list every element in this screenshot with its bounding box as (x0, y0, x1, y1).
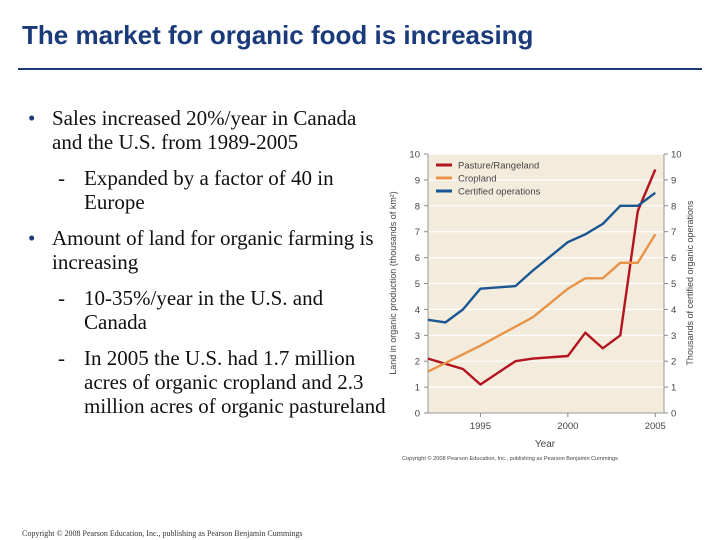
bullet-text: Sales increased 20%/year in Canada and t… (52, 106, 357, 154)
y-tick-label: 0 (415, 409, 420, 420)
bullet-item: • Amount of land for organic farming is … (28, 226, 388, 274)
sub-bullet-item: - Expanded by a factor of 40 in Europe (28, 166, 388, 214)
y2-tick-label: 6 (671, 253, 676, 264)
bullet-item: • Sales increased 20%/year in Canada and… (28, 106, 388, 154)
slide-title: The market for organic food is increasin… (22, 20, 534, 50)
bullet-dot: • (28, 106, 36, 130)
y-tick-label: 7 (415, 227, 420, 238)
y-axis-title: Land in organic production (thousands of… (388, 191, 398, 375)
y2-tick-label: 9 (671, 175, 676, 186)
y2-tick-label: 4 (671, 305, 676, 316)
sub-bullet-text: Expanded by a factor of 40 in Europe (84, 166, 334, 214)
sub-bullet-dash: - (58, 346, 65, 370)
y2-tick-label: 7 (671, 227, 676, 238)
y-tick-label: 10 (409, 150, 420, 161)
title-divider (18, 68, 702, 70)
y-tick-label: 1 (415, 383, 420, 394)
x-tick-label: 2005 (645, 421, 666, 432)
y2-tick-label: 1 (671, 383, 676, 394)
y-tick-label: 3 (415, 331, 420, 342)
sub-bullet-item: - 10-35%/year in the U.S. and Canada (28, 286, 388, 334)
legend-label: Pasture/Rangeland (458, 161, 539, 172)
series-line-pasture-rangeland (427, 169, 657, 386)
y-tick-label: 9 (415, 175, 420, 186)
y-tick-label: 4 (415, 305, 420, 316)
legend-label: Cropland (458, 174, 497, 185)
bullet-text: Amount of land for organic farming is in… (52, 226, 374, 274)
y2-tick-label: 10 (671, 150, 682, 161)
bullet-list: • Sales increased 20%/year in Canada and… (28, 106, 388, 430)
legend-label: Certified operations (458, 187, 541, 198)
x-tick-label: 1995 (470, 421, 491, 432)
y-tick-label: 5 (415, 279, 420, 290)
sub-bullet-text: In 2005 the U.S. had 1.7 million acres o… (84, 346, 386, 418)
y-tick-label: 6 (415, 253, 420, 264)
y2-tick-label: 5 (671, 279, 676, 290)
x-tick-label: 2000 (557, 421, 578, 432)
organic-land-chart: 0 0 1 1 2 2 3 3 4 4 5 5 6 6 7 7 8 8 9 9 10 10 1995 2000 2005 Pas… (388, 150, 695, 463)
series-line-certified-operations (427, 191, 657, 324)
series-line-cropland (427, 233, 657, 373)
y2-axis-title: Thousands of certified organic operation… (685, 200, 695, 366)
y-tick-label: 2 (415, 357, 420, 368)
y2-tick-label: 3 (671, 331, 676, 342)
y2-tick-label: 0 (671, 409, 676, 420)
sub-bullet-item: - In 2005 the U.S. had 1.7 million acres… (28, 346, 388, 418)
sub-bullet-dash: - (58, 166, 65, 190)
x-axis-title: Year (535, 439, 556, 450)
sub-bullet-dash: - (58, 286, 65, 310)
y2-tick-label: 2 (671, 357, 676, 368)
bullet-dot: • (28, 226, 36, 250)
sub-bullet-text: 10-35%/year in the U.S. and Canada (84, 286, 324, 334)
footer-copyright: Copyright © 2008 Pearson Education, Inc.… (22, 529, 303, 538)
chart-credit: Copyright © 2008 Pearson Education, Inc.… (402, 455, 618, 462)
y2-tick-label: 8 (671, 201, 676, 212)
y-tick-label: 8 (415, 201, 420, 212)
